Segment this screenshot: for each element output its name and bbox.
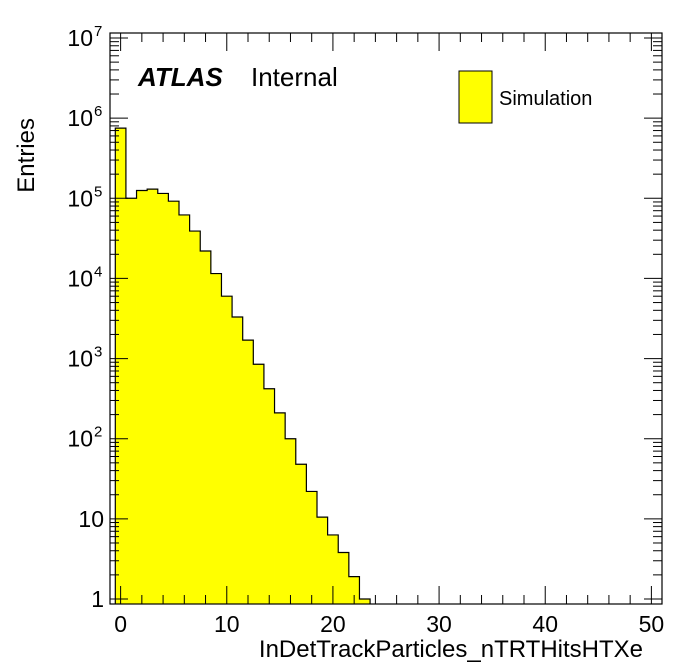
legend: Simulation: [458, 70, 592, 124]
x-tick-labels: 0 10 20 30 40 50: [114, 611, 664, 637]
x-tick-label: 0: [114, 611, 127, 637]
y-tick-label: 10: [67, 25, 93, 51]
histogram-bin: [359, 599, 371, 604]
histogram-bin: [253, 364, 265, 604]
internal-label: Internal: [251, 62, 338, 92]
histogram-bin: [136, 190, 148, 604]
y-tick-exponent: 4: [94, 263, 102, 280]
x-tick-label: 40: [532, 611, 558, 637]
x-tick-label: 10: [214, 611, 240, 637]
y-tick-label: 10: [67, 346, 93, 372]
x-axis-ticks: [120, 33, 652, 604]
y-tick-label: 10: [67, 426, 93, 452]
histogram-bin: [242, 340, 254, 604]
x-tick-label: 30: [426, 611, 452, 637]
histogram-bin: [115, 128, 127, 604]
histogram-bin: [317, 517, 329, 604]
histogram-outline: [114, 127, 371, 604]
x-tick-label: 50: [639, 611, 665, 637]
histogram-bin: [179, 214, 191, 604]
y-tick-exponent: 7: [94, 23, 102, 40]
y-tick-exponent: 6: [94, 103, 102, 120]
histogram-bin: [221, 296, 233, 604]
y-tick-exponent: 2: [94, 424, 102, 441]
histogram-bin: [338, 552, 350, 604]
histogram-bin: [157, 193, 169, 605]
plot-frame: [109, 32, 663, 605]
histogram-bin: [125, 198, 137, 605]
histogram-bin: [274, 412, 286, 604]
y-axis-title: Entries: [13, 118, 40, 193]
x-tick-label: 20: [320, 611, 346, 637]
y-tick-exponent: 3: [94, 344, 102, 361]
histogram-bin: [210, 273, 222, 604]
histogram-bin: [200, 250, 212, 604]
histogram-bin: [348, 576, 360, 604]
atlas-label: ATLAS: [137, 62, 223, 92]
histogram-bin: [285, 438, 297, 604]
x-axis-title: InDetTrackParticles_nTRTHitsHTXe: [259, 636, 643, 663]
histogram-bin: [306, 491, 318, 604]
y-tick-label: 10: [78, 506, 104, 532]
y-tick-label: 10: [67, 105, 93, 131]
histogram-bin: [295, 464, 307, 604]
y-tick-label: 1: [91, 586, 104, 612]
histogram-bin: [232, 317, 244, 604]
legend-entry-simulation: Simulation: [499, 88, 592, 110]
y-tick-label: 10: [67, 265, 93, 291]
histogram-bin: [263, 388, 275, 604]
histogram-bin: [147, 189, 159, 604]
histogram-bin: [327, 534, 339, 604]
legend-swatch: [458, 70, 493, 124]
histogram-bin: [168, 201, 180, 604]
y-axis-ticks: [110, 37, 662, 600]
histogram-bars: [115, 128, 371, 605]
histogram-bin: [189, 231, 201, 604]
y-tick-label: 10: [67, 185, 93, 211]
y-tick-exponent: 5: [94, 183, 102, 200]
